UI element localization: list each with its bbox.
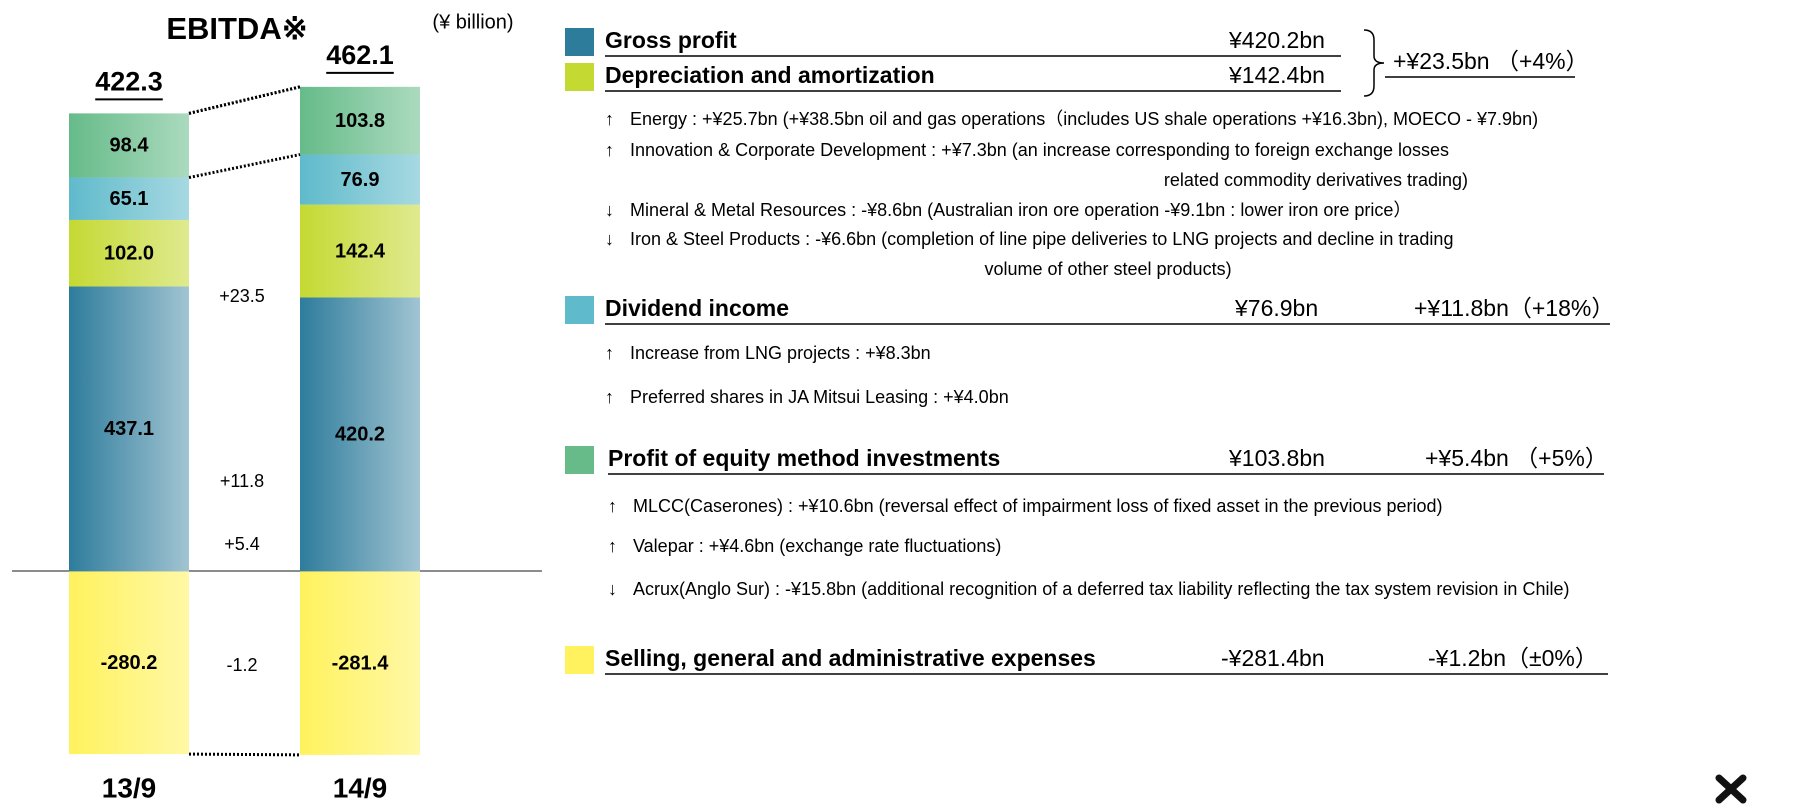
arrow: ↓ — [605, 229, 614, 249]
bar-segment — [300, 297, 420, 572]
arrow: ↑ — [605, 387, 614, 407]
change-text: +¥23.5bn （+4%） — [1393, 48, 1589, 74]
x-tick-label: 13/9 — [102, 772, 157, 803]
change-text: +¥11.8bn（+18%） — [1414, 295, 1614, 321]
bar-segment — [69, 177, 189, 220]
arrow: ↓ — [605, 200, 614, 220]
change-text: +¥5.4bn （+5%） — [1425, 445, 1608, 471]
arrow: ↑ — [608, 536, 617, 556]
bar-segment — [69, 286, 189, 572]
bar-segment — [69, 219, 189, 287]
value-label: 76.9 — [341, 169, 380, 191]
legend-swatch — [565, 63, 594, 91]
row-name: Dividend income — [605, 295, 789, 321]
value-label: -280.2 — [101, 652, 158, 674]
arrow: ↓ — [608, 579, 617, 599]
row-value: ¥76.9bn — [1234, 295, 1318, 321]
arrow: ↑ — [605, 140, 614, 160]
change-label: +11.8 — [220, 471, 264, 491]
change-text: -¥1.2bn（±0%） — [1428, 645, 1598, 671]
change-label: +5.4 — [224, 534, 260, 554]
value-label: 103.8 — [335, 110, 385, 132]
total-label: 422.3 — [95, 67, 163, 97]
item-text: Iron & Steel Products : -¥6.6bn (complet… — [630, 229, 1453, 249]
bar-segment — [300, 204, 420, 298]
row-value: ¥142.4bn — [1228, 62, 1325, 88]
item-text: Valepar : +¥4.6bn (exchange rate fluctua… — [633, 536, 1001, 556]
legend-swatch — [565, 446, 594, 474]
row-name: Profit of equity method investments — [608, 445, 1000, 471]
legend-swatch — [565, 646, 594, 674]
value-label: 65.1 — [110, 188, 149, 210]
legend-swatch — [565, 296, 594, 324]
value-label: 102.0 — [104, 243, 154, 265]
arrow: ↑ — [608, 496, 617, 516]
bar-segment — [300, 86, 420, 155]
row-name: Gross profit — [605, 27, 737, 53]
item-text: Energy : +¥25.7bn (+¥38.5bn oil and gas … — [630, 109, 1538, 129]
change-label: -1.2 — [226, 655, 257, 675]
value-label: 98.4 — [110, 135, 150, 157]
item-text: MLCC(Caserones) : +¥10.6bn (reversal eff… — [633, 496, 1443, 516]
value-label: 142.4 — [335, 240, 386, 262]
close-icon[interactable] — [1715, 774, 1747, 804]
change-label: +23.5 — [219, 286, 265, 306]
arrow: ↑ — [605, 109, 614, 129]
value-label: -281.4 — [332, 652, 390, 674]
item-text: related commodity derivatives trading) — [1164, 170, 1468, 190]
row-value: ¥420.2bn — [1228, 27, 1325, 53]
value-label: 420.2 — [335, 424, 385, 446]
item-text: Preferred shares in JA Mitsui Leasing : … — [630, 387, 1009, 407]
bar-segment — [300, 571, 420, 755]
item-text: Acrux(Anglo Sur) : -¥15.8bn (additional … — [633, 579, 1569, 599]
row-name: Depreciation and amortization — [605, 62, 935, 88]
legend-swatch — [565, 28, 594, 56]
bar-segment — [69, 571, 189, 755]
arrow: ↑ — [605, 343, 614, 363]
connector — [188, 752, 301, 757]
value-label: 437.1 — [104, 418, 154, 440]
unit-label: (¥ billion) — [432, 11, 513, 33]
item-text: Innovation & Corporate Development : +¥7… — [630, 140, 1449, 160]
bar-segment — [69, 113, 189, 178]
brace — [1363, 29, 1385, 97]
item-text: Increase from LNG projects : +¥8.3bn — [630, 343, 931, 363]
chart-title: EBITDA※ — [166, 11, 307, 46]
x-tick-label: 14/9 — [333, 772, 388, 803]
item-text: Mineral & Metal Resources : -¥8.6bn (Aus… — [630, 200, 1411, 220]
total-label: 462.1 — [326, 40, 394, 70]
row-value: ¥103.8bn — [1228, 445, 1325, 471]
bar-segment — [300, 154, 420, 205]
connector — [188, 153, 301, 179]
row-name: Selling, general and administrative expe… — [605, 645, 1096, 671]
row-value: -¥281.4bn — [1221, 645, 1325, 671]
connector — [188, 85, 301, 115]
item-text: volume of other steel products) — [984, 259, 1231, 279]
